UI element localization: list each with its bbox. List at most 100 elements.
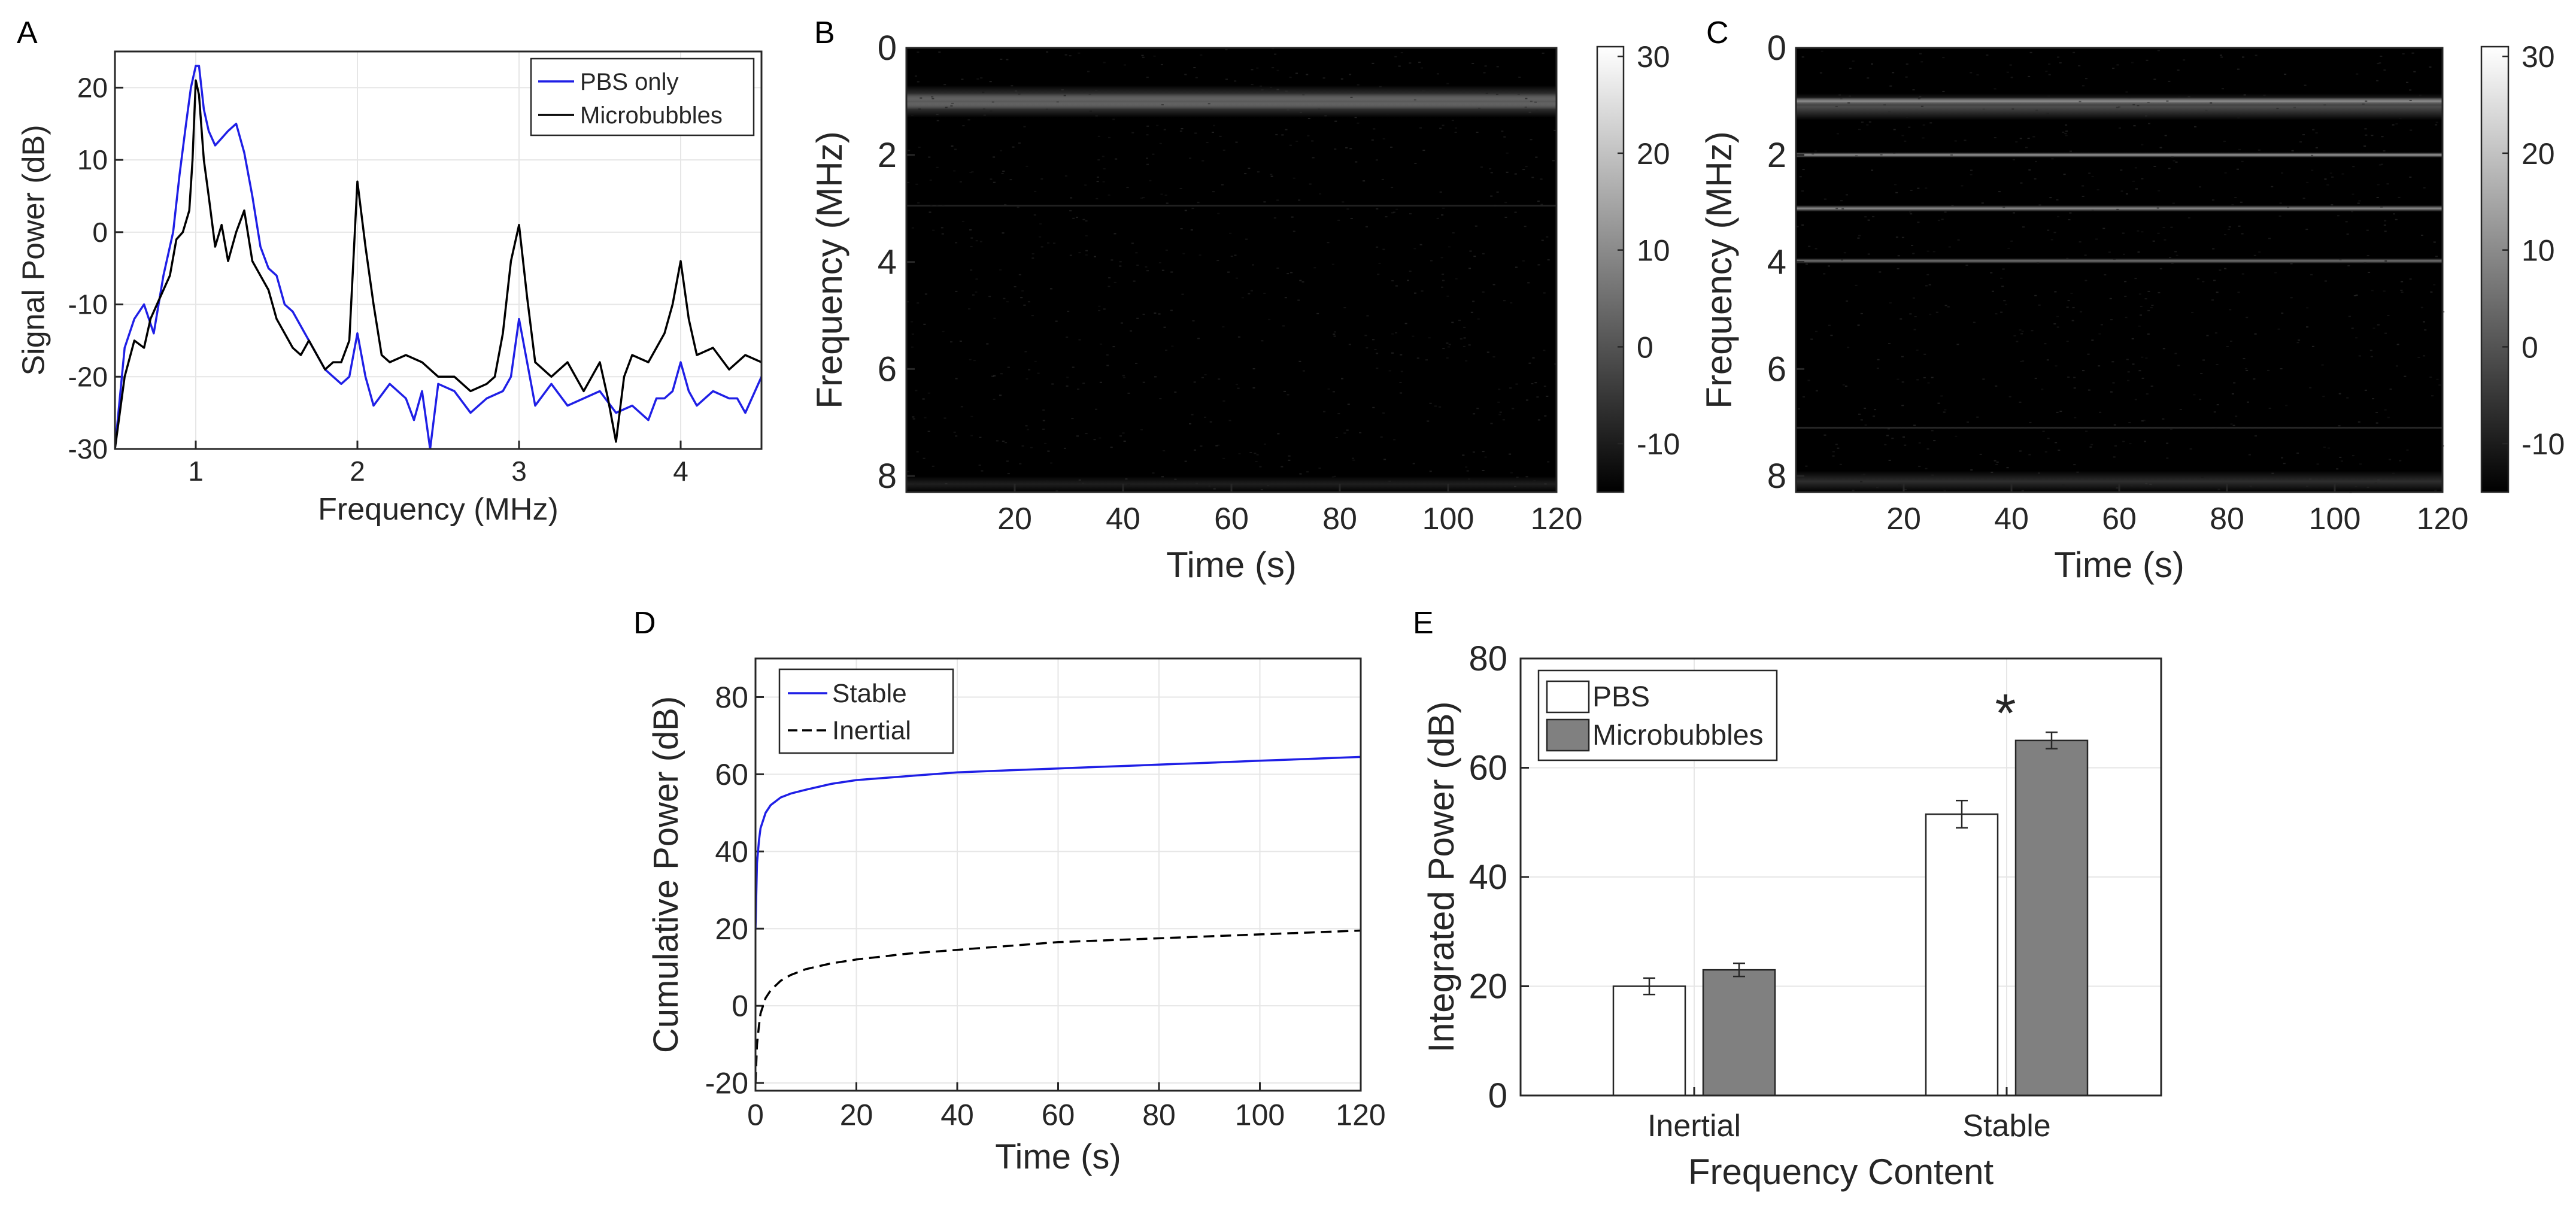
heatmap-texture: [2137, 230, 2140, 232]
heatmap-texture: [2339, 457, 2342, 458]
heatmap-texture: [2345, 221, 2348, 223]
heatmap-texture: [2242, 56, 2244, 58]
heatmap-texture: [1263, 201, 1266, 203]
heatmap-texture: [2213, 411, 2216, 413]
heatmap-texture: [1096, 198, 1099, 199]
heatmap-texture: [1027, 301, 1030, 303]
heatmap-texture: [1908, 126, 1911, 128]
heatmap-texture: [1506, 152, 1509, 154]
heatmap-texture: [2171, 262, 2174, 264]
heatmap-texture: [1837, 447, 1840, 449]
heatmap-texture: [1349, 148, 1352, 150]
heatmap-texture: [1100, 343, 1103, 345]
heatmap-texture: [2082, 185, 2085, 187]
heatmap-texture: [2237, 117, 2240, 119]
heatmap-texture: [2258, 251, 2261, 253]
heatmap-texture: [1815, 330, 1818, 332]
heatmap-texture: [2098, 365, 2101, 367]
heatmap-texture: [914, 484, 917, 485]
heatmap-texture: [1085, 254, 1088, 256]
heatmap-texture: [2137, 251, 2140, 253]
heatmap-texture: [1967, 421, 1969, 423]
heatmap-texture: [929, 211, 932, 213]
heatmap-texture: [1047, 242, 1049, 244]
x-tick-label: 80: [2210, 502, 2244, 536]
heatmap-texture: [2396, 344, 2399, 345]
heatmap-texture: [1154, 312, 1157, 314]
heatmap-texture: [1421, 67, 1423, 69]
heatmap-texture: [1082, 218, 1085, 220]
heatmap-texture: [1259, 466, 1262, 468]
heatmap-texture: [981, 470, 984, 472]
x-tick-label: 2: [350, 456, 365, 487]
heatmap-texture: [1994, 460, 1997, 462]
heatmap-texture: [2127, 371, 2130, 373]
heatmap-texture: [2366, 487, 2369, 488]
heatmap-texture: [1102, 156, 1105, 157]
heatmap-texture: [1904, 140, 1907, 142]
heatmap-texture: [1414, 292, 1416, 294]
heatmap-texture: [2006, 467, 2009, 469]
heatmap-texture: [1485, 92, 1488, 94]
heatmap-texture: [2357, 202, 2360, 204]
colorbar-tick-label: 20: [2522, 137, 2555, 171]
heatmap-texture: [1066, 385, 1069, 387]
heatmap-texture: [1078, 252, 1081, 254]
heatmap-texture: [1171, 345, 1174, 347]
heatmap-texture: [1876, 368, 1879, 369]
heatmap-texture: [2119, 127, 2121, 129]
heatmap-texture: [1170, 271, 1173, 273]
heatmap-texture: [1522, 260, 1525, 262]
heatmap-texture: [2433, 284, 2436, 286]
heatmap-texture: [2231, 204, 2234, 206]
heatmap-texture: [1164, 195, 1167, 196]
heatmap-texture: [2281, 312, 2284, 314]
y-tick-label: 80: [715, 681, 748, 714]
heatmap-texture: [2371, 135, 2374, 136]
heatmap-texture: [2211, 199, 2214, 201]
heatmap-texture: [955, 242, 958, 244]
heatmap-texture: [2202, 359, 2205, 361]
heatmap-texture: [2196, 278, 2199, 280]
heatmap-texture: [2034, 378, 2037, 380]
heatmap-texture: [2341, 173, 2344, 175]
heatmap-texture: [2406, 449, 2409, 451]
heatmap-texture: [1163, 450, 1166, 451]
heatmap-texture: [2102, 227, 2105, 229]
heatmap-texture: [1337, 220, 1340, 221]
heatmap-texture: [1383, 459, 1386, 460]
heatmap-texture: [1230, 256, 1233, 257]
heatmap-texture: [1039, 223, 1042, 225]
heatmap-texture: [1942, 90, 1945, 92]
heatmap-texture: [1014, 286, 1017, 287]
heatmap-texture: [2376, 197, 2379, 198]
heatmap-texture: [2037, 472, 2040, 474]
heatmap-texture: [1061, 89, 1064, 91]
heatmap-texture: [1439, 191, 1442, 193]
heatmap-texture: [2205, 110, 2208, 111]
heatmap-texture: [2355, 337, 2358, 339]
heatmap-texture: [2177, 69, 2180, 71]
heatmap-texture: [2222, 88, 2224, 90]
heatmap-texture: [1071, 418, 1074, 420]
heatmap-texture: [2110, 319, 2113, 320]
heatmap-texture: [1482, 291, 1485, 293]
heatmap-texture: [2362, 103, 2365, 105]
heatmap-texture: [2116, 208, 2119, 210]
heatmap-texture: [2183, 59, 2186, 61]
heatmap-texture: [1514, 173, 1517, 175]
colorbar-tick-label: -10: [2522, 427, 2565, 461]
heatmap-texture: [1895, 236, 1898, 238]
heatmap-texture: [2193, 394, 2196, 396]
heatmap-texture: [2328, 447, 2330, 449]
heatmap-texture: [1973, 321, 1976, 323]
heatmap-texture: [1072, 217, 1075, 219]
heatmap-texture: [2090, 444, 2093, 445]
colorbar-tick-label: 0: [1637, 330, 1653, 364]
heatmap-texture: [1838, 94, 1841, 96]
heatmap-texture: [2357, 421, 2360, 423]
heatmap-texture: [2395, 218, 2398, 220]
heatmap-texture: [2194, 126, 2196, 128]
heatmap-texture: [1898, 484, 1901, 486]
